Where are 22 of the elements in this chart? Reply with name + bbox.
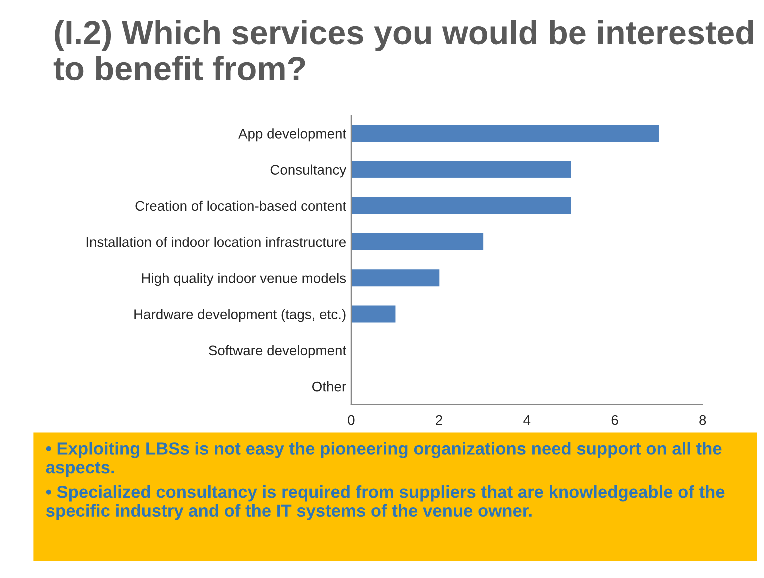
y-tick-label: Software development (209, 345, 346, 358)
bar (351, 161, 572, 178)
x-tick-label: 6 (612, 415, 618, 426)
text: • Specialized consultancy is required from suppliers that are knowledgeable of the specific industry and of the IT systems of the venue owner. (46, 486, 725, 520)
x-tick-label: 8 (700, 415, 706, 426)
text: • Exploiting LBSs is not easy the pioneering organizations need support on all the aspects. (46, 442, 722, 478)
bar (351, 234, 484, 251)
y-tick-label: High quality indoor venue models (142, 273, 346, 286)
chart-title: (I.2) Which services you would be interested to benefit from? (54, 20, 754, 81)
y-tick-label: Consultancy (270, 164, 347, 178)
x-tick-label: 4 (524, 416, 531, 426)
x-tick-label: 0 (348, 415, 355, 426)
x-tick-label: 2 (436, 415, 442, 426)
y-tick-label: Other (312, 382, 346, 392)
bar (351, 197, 572, 214)
y-tick-label: Creation of location-based content (136, 200, 346, 212)
bar (351, 125, 660, 142)
bar (351, 306, 396, 323)
y-tick-label: Hardware development (tags, etc.) (134, 309, 346, 322)
bar (351, 270, 440, 287)
y-tick-label: App development (238, 128, 346, 142)
y-tick-label: Installation of indoor location infrastructure (86, 237, 346, 248)
